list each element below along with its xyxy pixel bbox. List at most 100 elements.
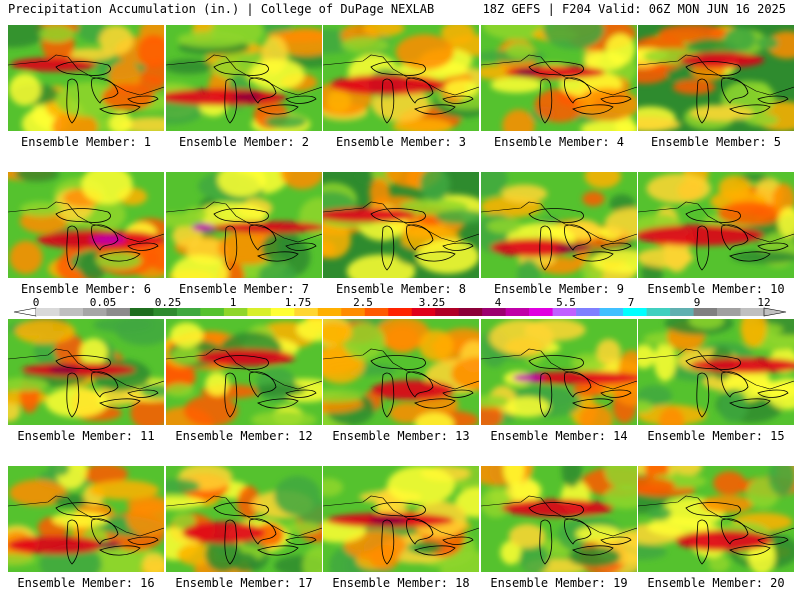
precipitation-field [481,319,637,425]
great-lakes-outline [323,54,479,124]
ensemble-member-caption: Ensemble Member: 15 [647,429,785,443]
great-lakes-outline [166,495,322,565]
color-scale-bar [13,307,787,317]
ensemble-map-panel [638,25,794,131]
color-scale-swatch [59,308,84,316]
color-scale-tick-label: 12 [757,296,771,309]
great-lakes-outline [166,348,322,418]
color-scale-swatch [458,308,483,316]
color-scale-swatch [576,308,600,316]
ensemble-map-panel [8,319,164,425]
color-scale-swatch [106,308,131,316]
great-lakes-outline [481,201,637,271]
ensemble-member-caption: Ensemble Member: 17 [175,576,313,590]
ensemble-member-caption: Ensemble Member: 10 [647,282,785,296]
great-lakes-outline [481,54,637,124]
color-scale-swatch [364,308,389,316]
precipitation-field [481,466,637,572]
precipitation-field [481,172,637,278]
great-lakes-outline [638,348,794,418]
precipitation-field [638,25,794,131]
ensemble-member-caption: Ensemble Member: 6 [20,282,152,296]
color-scale-swatch [341,308,366,316]
ensemble-map-panel [323,172,479,278]
color-scale-swatch [411,308,436,316]
ensemble-map-panel [323,319,479,425]
color-scale-swatch [599,308,624,316]
map-title: Precipitation Accumulation (in.) | Colle… [8,2,435,16]
color-scale-tick-label: 0 [32,296,40,309]
great-lakes-outline [638,495,794,565]
color-scale-high-arrow [763,307,787,317]
precipitation-field [166,319,322,425]
great-lakes-outline [638,54,794,124]
color-scale-tick-label: 0.25 [154,296,182,309]
ensemble-member-caption: Ensemble Member: 7 [178,282,310,296]
ensemble-member-caption: Ensemble Member: 20 [647,576,785,590]
precipitation-field [8,466,164,572]
color-scale-swatch [435,308,460,316]
color-scale-swatch [740,308,765,316]
ensemble-map-panel [638,319,794,425]
color-scale-tick-label: 1 [229,296,237,309]
color-scale-swatch [717,308,741,316]
color-scale-swatch [129,308,154,316]
precipitation-field [323,172,479,278]
great-lakes-outline [481,348,637,418]
color-scale-tick-label: 5.5 [556,296,576,309]
ensemble-member-caption: Ensemble Member: 5 [650,135,782,149]
color-scale-swatch [529,308,553,316]
color-scale-tick-label: 7 [627,296,635,309]
ensemble-member-caption: Ensemble Member: 19 [490,576,628,590]
great-lakes-outline [638,201,794,271]
color-scale-swatch [82,308,107,316]
great-lakes-outline [481,495,637,565]
ensemble-member-caption: Ensemble Member: 9 [493,282,625,296]
ensemble-map-panel [8,172,164,278]
color-scale-swatch [623,308,647,316]
color-scale-tick-label: 1.75 [284,296,312,309]
great-lakes-outline [323,495,479,565]
precipitation-field [166,25,322,131]
ensemble-member-caption: Ensemble Member: 2 [178,135,310,149]
color-scale-swatch [223,308,248,316]
color-scale-swatch [270,308,295,316]
great-lakes-outline [8,348,164,418]
ensemble-map-panel [638,172,794,278]
ensemble-map-panel [166,25,322,131]
ensemble-member-caption: Ensemble Member: 1 [20,135,152,149]
precipitation-field [638,319,794,425]
ensemble-map-panel [481,466,637,572]
ensemble-map-panel [481,25,637,131]
color-scale-swatch [294,308,319,316]
precipitation-field [323,466,479,572]
color-scale-swatch [482,308,506,316]
great-lakes-outline [323,348,479,418]
color-scale-tick-label: 2.5 [353,296,373,309]
precipitation-field [8,319,164,425]
color-scale-tick-label: 4 [494,296,502,309]
ensemble-map-panel [323,25,479,131]
great-lakes-outline [166,54,322,124]
ensemble-member-caption: Ensemble Member: 3 [335,135,467,149]
precipitation-field [638,172,794,278]
precipitation-field [323,25,479,131]
precipitation-field [323,319,479,425]
ensemble-member-caption: Ensemble Member: 4 [493,135,625,149]
color-scale-swatch [693,308,718,316]
great-lakes-outline [166,201,322,271]
great-lakes-outline [8,201,164,271]
great-lakes-outline [8,54,164,124]
ensemble-map-panel [323,466,479,572]
color-scale-low-arrow [13,307,37,317]
ensemble-member-caption: Ensemble Member: 12 [175,429,313,443]
ensemble-member-caption: Ensemble Member: 11 [17,429,155,443]
ensemble-member-caption: Ensemble Member: 13 [332,429,470,443]
ensemble-map-panel [481,172,637,278]
precipitation-field [638,466,794,572]
color-scale-swatch [505,308,530,316]
great-lakes-outline [8,495,164,565]
color-scale-tick-label: 0.05 [89,296,117,309]
color-scale-swatch [247,308,272,316]
ensemble-map-panel [8,466,164,572]
